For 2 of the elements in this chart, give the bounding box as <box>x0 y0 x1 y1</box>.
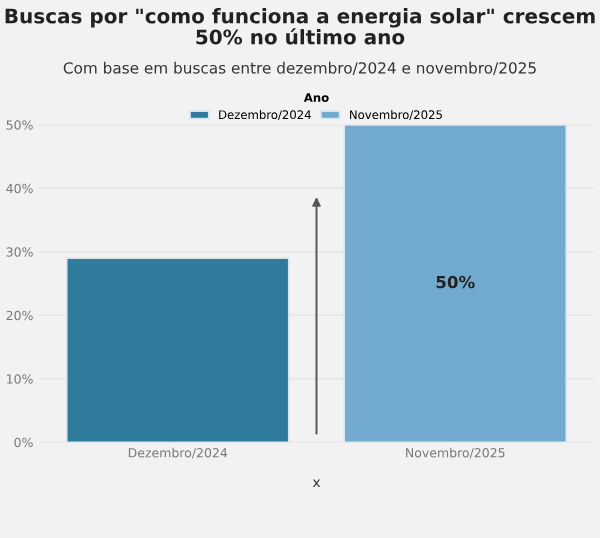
chart-title: Buscas por "como funciona a energia solar" crescem 50% no último ano <box>5 8 595 45</box>
data-label: 50% <box>436 275 475 289</box>
